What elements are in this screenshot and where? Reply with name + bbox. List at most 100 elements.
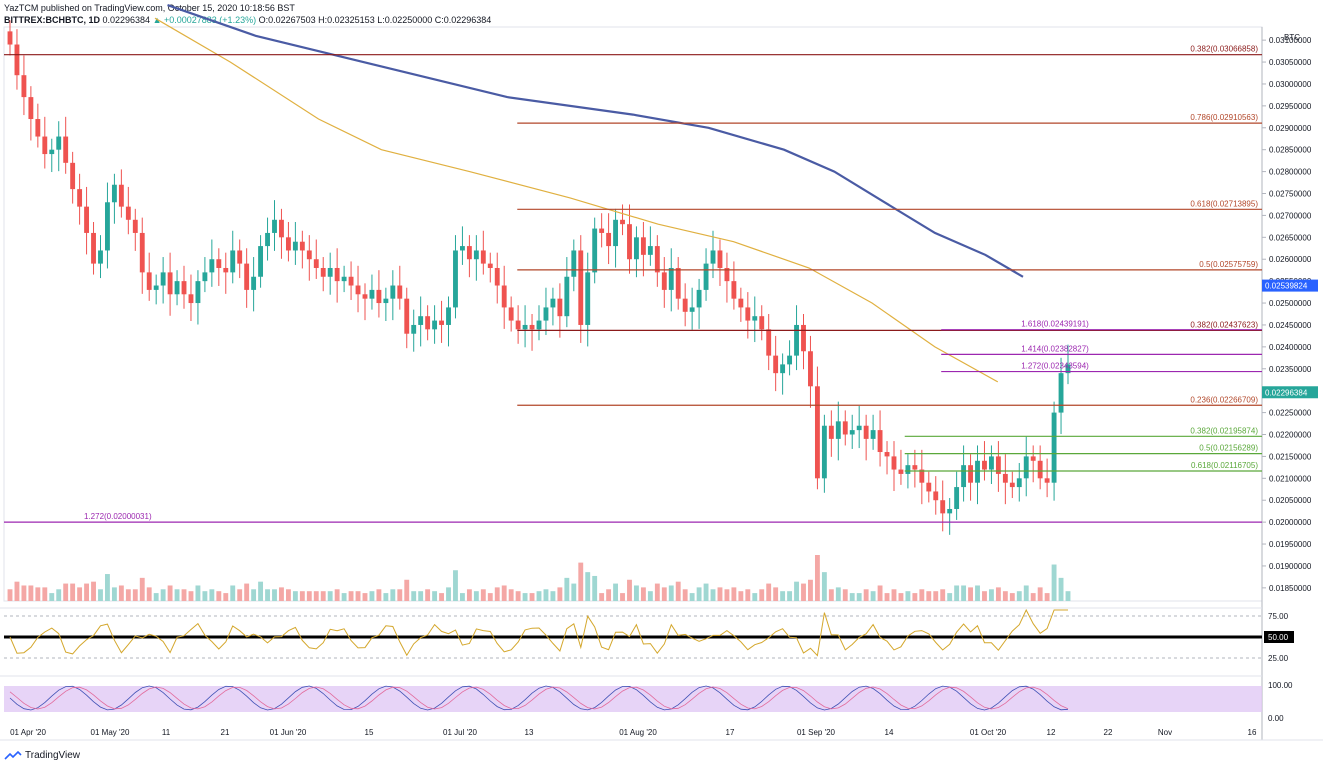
fib-level-label: 1.272(0.02343594) xyxy=(1021,362,1089,371)
candle-body xyxy=(376,289,382,304)
volume-bar xyxy=(292,591,298,601)
candle-body xyxy=(118,184,124,207)
volume-bar xyxy=(237,589,243,601)
candle-body xyxy=(814,386,820,479)
candle-body xyxy=(1023,456,1029,479)
candle-body xyxy=(1002,473,1008,483)
volume-bar xyxy=(606,589,612,601)
candle-body xyxy=(1051,412,1057,483)
y-tick-label: 0.02750000 xyxy=(1269,190,1312,199)
candle-body xyxy=(585,272,591,325)
candle-body xyxy=(195,281,201,304)
candle-body xyxy=(160,272,166,286)
candle-body xyxy=(961,465,967,488)
x-tick-label: 01 Aug '20 xyxy=(619,728,657,737)
volume-bar xyxy=(891,589,897,601)
volume-bar xyxy=(661,587,667,601)
y-tick-label: 0.01900000 xyxy=(1269,562,1312,571)
volume-bar xyxy=(564,577,570,601)
candle-body xyxy=(515,320,521,330)
volume-bar xyxy=(821,572,827,601)
candle-body xyxy=(1065,364,1071,374)
volume-bar xyxy=(125,589,131,601)
candle-body xyxy=(787,355,793,365)
candle-body xyxy=(884,452,890,457)
volume-bar xyxy=(480,589,486,601)
volume-bar xyxy=(1058,577,1064,601)
volume-bar xyxy=(223,593,229,601)
stoch-level-label: 0.00 xyxy=(1268,714,1284,723)
volume-bar xyxy=(808,579,813,601)
candle-body xyxy=(877,430,883,453)
volume-bar xyxy=(689,593,695,601)
volume-bar xyxy=(216,591,222,601)
volume-bar xyxy=(139,577,145,601)
candle-body xyxy=(369,289,375,299)
candle-body xyxy=(425,316,431,330)
y-tick-label: 0.02250000 xyxy=(1269,409,1312,418)
price-tag-label: 0.02539824 xyxy=(1265,282,1308,291)
candle-body xyxy=(265,232,270,247)
candle-body xyxy=(223,267,229,273)
x-tick-label: 01 Jun '20 xyxy=(270,728,307,737)
stoch-d-line xyxy=(9,686,1069,710)
volume-bar xyxy=(654,583,660,601)
y-tick-label: 0.02200000 xyxy=(1269,430,1312,439)
volume-bar xyxy=(759,589,765,601)
volume-bar xyxy=(369,591,375,601)
candle-body xyxy=(132,219,138,233)
price-change: ▲ +0.00027883 (+1.23%) xyxy=(152,15,257,25)
candle-body xyxy=(49,149,55,155)
rsi-line xyxy=(9,608,1068,657)
candle-body xyxy=(940,500,946,514)
x-tick-label: 14 xyxy=(885,728,894,737)
fib-level-label: 0.236(0.02266709) xyxy=(1190,395,1258,404)
candle-body xyxy=(536,320,542,330)
y-tick-label: 0.03050000 xyxy=(1269,58,1312,67)
candle-body xyxy=(724,267,730,282)
volume-bar xyxy=(557,587,563,601)
price-tag-label: 0.02296384 xyxy=(1265,388,1308,397)
candle-body xyxy=(237,250,243,264)
candle-body xyxy=(794,324,799,356)
candle-body xyxy=(411,324,417,334)
candle-body xyxy=(453,250,458,308)
candle-body xyxy=(821,425,827,479)
x-tick-label: 12 xyxy=(1047,728,1056,737)
y-tick-label: 0.02400000 xyxy=(1269,343,1312,352)
fib-level-label: 0.382(0.02195874) xyxy=(1190,426,1258,435)
volume-bar xyxy=(731,587,737,601)
candle-body xyxy=(299,241,305,251)
candle-body xyxy=(383,298,389,304)
volume-bar xyxy=(432,591,438,601)
volume-bar xyxy=(160,589,166,601)
volume-bar xyxy=(1051,564,1057,601)
volume-bar xyxy=(473,591,479,601)
candle-body xyxy=(341,276,347,282)
volume-bar xyxy=(995,587,1001,601)
y-tick-label: 0.02650000 xyxy=(1269,233,1312,242)
x-tick-label: 15 xyxy=(365,728,374,737)
x-tick-label: 11 xyxy=(162,728,171,737)
volume-bar xyxy=(230,585,236,601)
candle-body xyxy=(1044,478,1050,483)
fib-level-label: 0.618(0.02116705) xyxy=(1191,461,1258,470)
volume-bar xyxy=(975,585,980,601)
candle-body xyxy=(230,250,236,273)
y-tick-label: 0.02600000 xyxy=(1269,255,1312,264)
volume-bar xyxy=(529,593,535,601)
volume-bar xyxy=(84,583,90,601)
volume-bar xyxy=(56,589,62,601)
candle-body xyxy=(320,267,326,277)
tradingview-logo-icon xyxy=(4,750,22,760)
volume-bar xyxy=(21,585,27,601)
volume-bar xyxy=(801,583,806,601)
volume-bar xyxy=(877,585,883,601)
volume-bar xyxy=(459,593,465,601)
candle-body xyxy=(446,307,451,325)
candle-body xyxy=(432,320,438,330)
candle-body xyxy=(578,250,584,325)
candle-body xyxy=(56,136,62,150)
x-tick-label: 01 May '20 xyxy=(91,728,130,737)
